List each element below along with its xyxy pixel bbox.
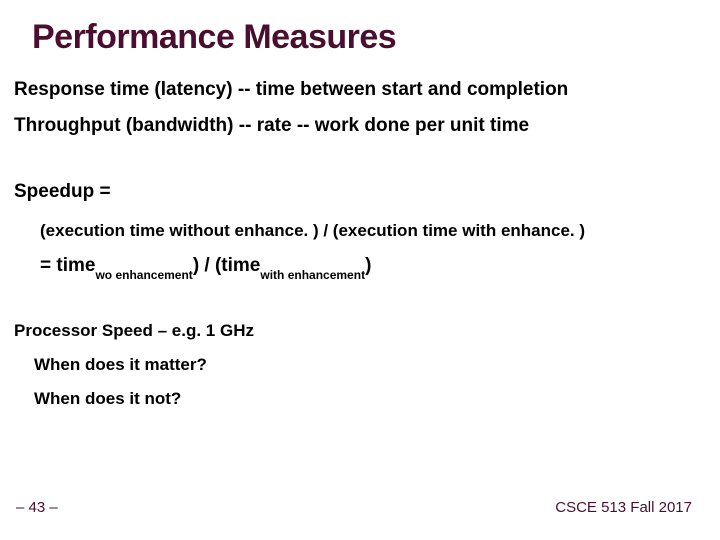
processor-speed-line: Processor Speed – e.g. 1 GHz	[14, 321, 706, 341]
slide-container: Performance Measures Response time (late…	[0, 0, 720, 540]
formula-subscript-1: wo enhancement	[95, 268, 192, 282]
speedup-header: Speedup =	[14, 181, 706, 203]
formula-subscript-2: with enhancement	[260, 268, 365, 282]
course-label: CSCE 513 Fall 2017	[555, 499, 692, 516]
response-time-line: Response time (latency) -- time between …	[14, 79, 706, 101]
question-not: When does it not?	[34, 389, 706, 409]
slide-title: Performance Measures	[32, 18, 706, 57]
question-matter: When does it matter?	[34, 355, 706, 375]
formula-part-c: )	[365, 255, 371, 276]
speedup-definition-block: (execution time without enhance. ) / (ex…	[40, 221, 706, 279]
formula-part-a: = time	[40, 255, 95, 276]
questions-block: When does it matter? When does it not?	[34, 355, 706, 409]
slide-number: – 43 –	[16, 499, 58, 516]
formula-part-b: ) / (time	[193, 255, 261, 276]
speedup-formula-symbols: = timewo enhancement) / (timewith enhanc…	[40, 255, 706, 279]
speedup-formula-words: (execution time without enhance. ) / (ex…	[40, 221, 706, 241]
throughput-line: Throughput (bandwidth) -- rate -- work d…	[14, 115, 706, 137]
